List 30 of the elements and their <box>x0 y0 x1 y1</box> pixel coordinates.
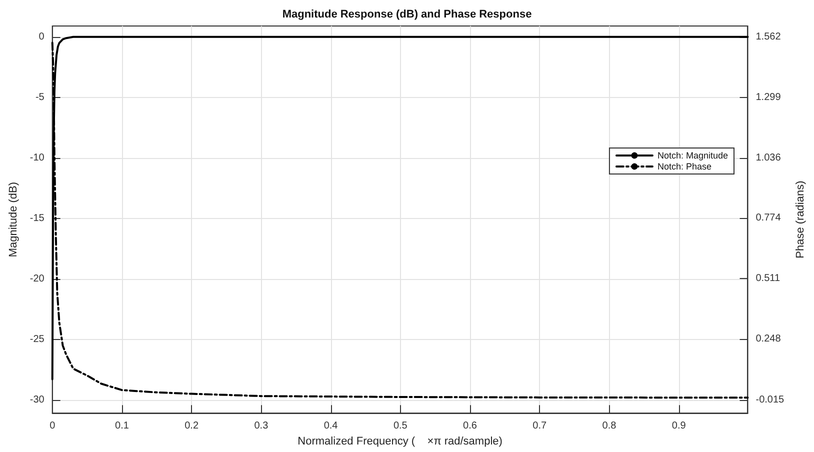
y2-tick-label: 0.774 <box>756 212 782 224</box>
y2-axis-title: Phase (radians) <box>794 180 806 258</box>
x-tick-label: 0 <box>50 420 56 432</box>
x-tick-label: 0.4 <box>324 420 338 432</box>
y2-tick-label: 1.562 <box>756 31 782 42</box>
x-tick-label: 0.8 <box>602 420 617 432</box>
x-tick-label: 0.3 <box>254 420 269 432</box>
y2-tick-label: 0.248 <box>756 334 782 345</box>
x-tick-label: 0.2 <box>184 420 199 432</box>
x-tick-label: 0.5 <box>393 420 408 432</box>
x-tick-label: 0.9 <box>672 420 686 432</box>
legend-label: Notch: Phase <box>657 162 712 172</box>
y-tick-label: -5 <box>35 92 45 103</box>
y2-tick-label: -0.015 <box>756 394 785 406</box>
y-tick-label: -15 <box>30 212 45 224</box>
y-tick-label: -10 <box>30 152 45 164</box>
y-axis-title: Magnitude (dB) <box>8 182 20 258</box>
y-tick-label: 0 <box>38 31 45 42</box>
x-tick-label: 0.7 <box>532 420 547 432</box>
y2-tick-label: 1.036 <box>756 152 782 164</box>
y2-tick-label: 1.299 <box>756 92 782 103</box>
y-tick-label: -20 <box>30 273 45 284</box>
y-tick-label: -25 <box>30 334 45 345</box>
y-tick-label: -30 <box>30 394 45 406</box>
legend-label: Notch: Magnitude <box>657 150 728 160</box>
x-axis-title: Normalized Frequency ( ×π rad/sample) <box>298 436 502 448</box>
x-tick-label: 0.6 <box>463 420 478 432</box>
x-tick-label: 0.1 <box>115 420 130 432</box>
y2-tick-label: 0.511 <box>756 273 780 284</box>
chart-title: Magnitude Response (dB) and Phase Response <box>282 8 532 20</box>
